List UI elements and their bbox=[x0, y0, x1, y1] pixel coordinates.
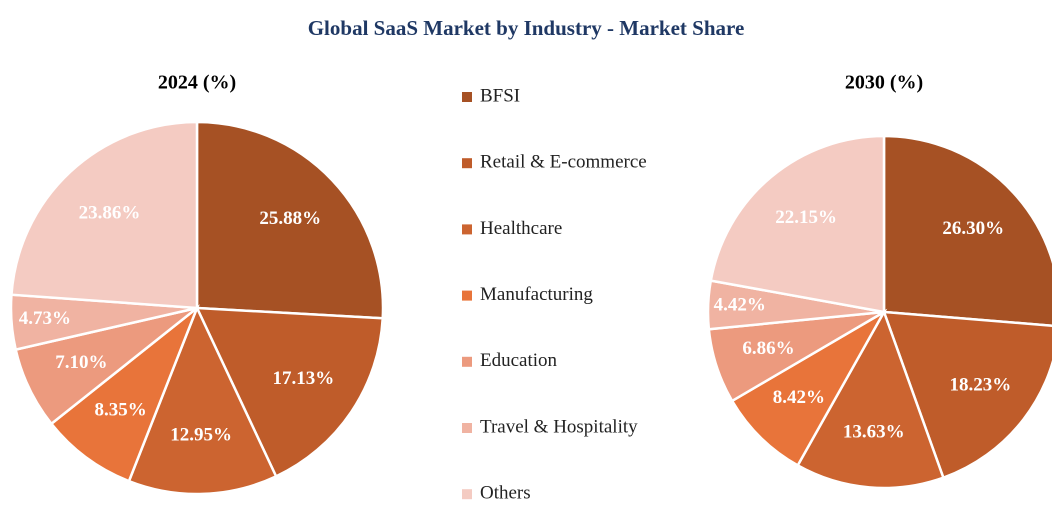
pie-slice bbox=[730, 308, 888, 468]
data-label: 26.30% bbox=[942, 218, 1004, 239]
data-label: 17.13% bbox=[273, 368, 335, 389]
legend-swatch bbox=[462, 423, 472, 433]
data-label: 23.86% bbox=[79, 202, 141, 223]
data-label: 4.73% bbox=[19, 308, 71, 329]
data-label: 22.15% bbox=[775, 207, 837, 228]
pie-slice bbox=[10, 120, 199, 310]
legend-label: Others bbox=[480, 483, 531, 504]
data-label: 8.35% bbox=[95, 400, 147, 421]
pie-slice bbox=[709, 134, 886, 314]
legend-swatch bbox=[462, 290, 472, 301]
legend-swatch bbox=[462, 356, 472, 367]
legend-label: Retail & E-commerce bbox=[480, 152, 647, 173]
data-label: 6.86% bbox=[742, 338, 794, 359]
pie-slice bbox=[127, 304, 278, 496]
pie-slice bbox=[882, 310, 1052, 480]
data-label: 13.63% bbox=[843, 421, 905, 442]
chart-title: Global SaaS Market by Industry - Market … bbox=[308, 16, 745, 40]
data-label: 8.42% bbox=[773, 387, 825, 408]
data-label: 25.88% bbox=[259, 208, 321, 229]
pie-slice bbox=[796, 309, 945, 490]
data-label: 4.42% bbox=[714, 295, 766, 316]
legend-label: Healthcare bbox=[480, 218, 562, 239]
legend-label: Travel & Hospitality bbox=[480, 416, 638, 437]
legend-label: BFSI bbox=[480, 85, 520, 106]
pie-title: 2030 (%) bbox=[845, 72, 923, 94]
legend-swatch bbox=[462, 224, 472, 235]
data-label: 18.23% bbox=[949, 374, 1011, 395]
pie-slice bbox=[195, 120, 385, 320]
legend-swatch bbox=[462, 158, 472, 169]
legend-swatch bbox=[462, 489, 472, 500]
pie-slice bbox=[882, 134, 1052, 327]
data-label: 12.95% bbox=[170, 425, 232, 446]
legend-label: Manufacturing bbox=[480, 284, 593, 305]
pie-slice bbox=[49, 304, 200, 483]
data-label: 7.10% bbox=[55, 352, 107, 373]
legend-label: Education bbox=[480, 350, 558, 371]
pie-slice bbox=[194, 306, 385, 479]
legend-swatch bbox=[462, 92, 472, 102]
pie-title: 2024 (%) bbox=[158, 72, 236, 94]
